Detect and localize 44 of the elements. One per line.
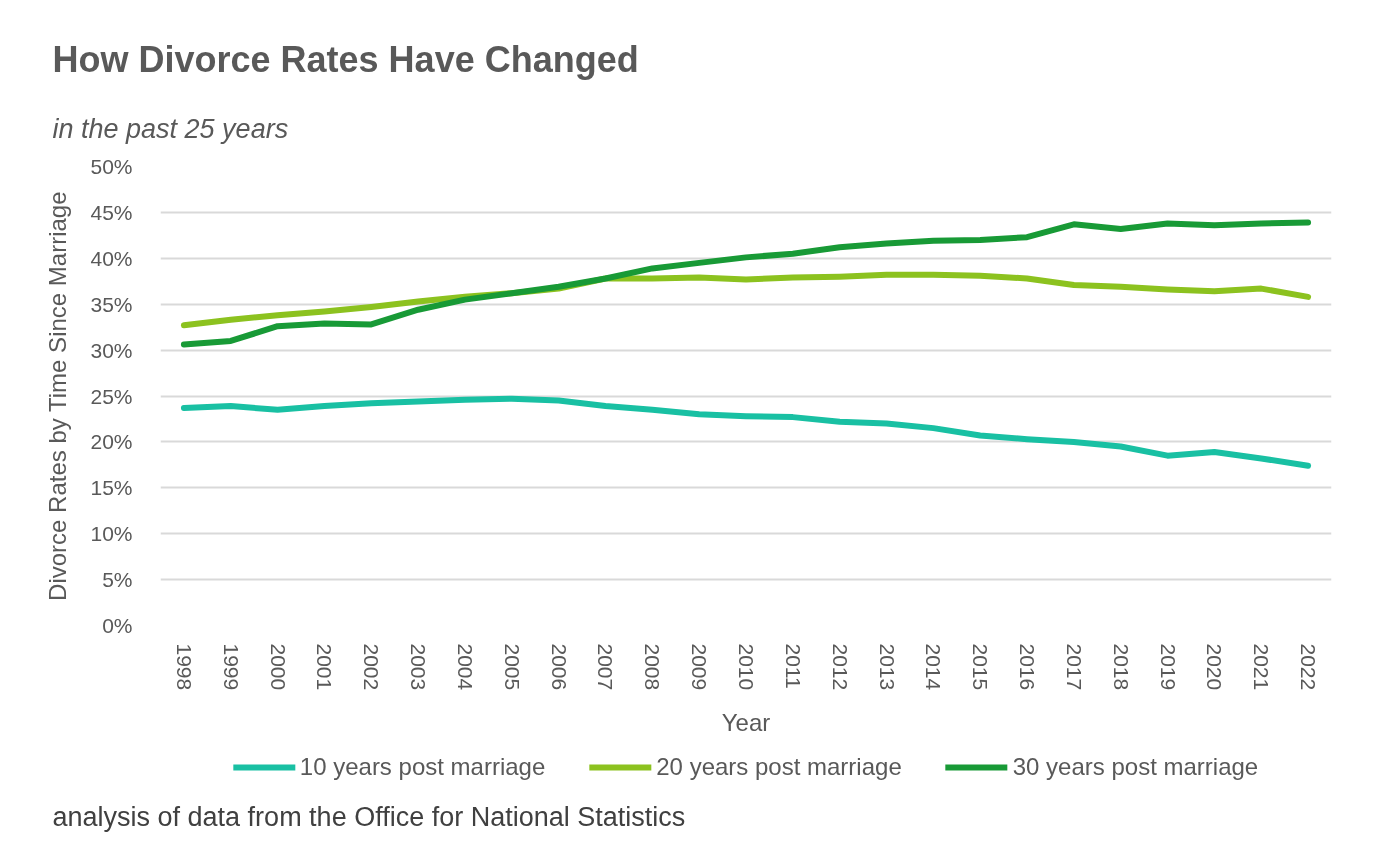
x-tick-label: 2004 (453, 643, 477, 691)
legend-label: 30 years post marriage (1012, 753, 1259, 781)
y-axis-title: Divorce Rates by Time Since Marriage (44, 191, 72, 601)
chart-subtitle: in the past 25 years (52, 113, 289, 144)
x-tick-label: 2020 (1203, 643, 1227, 691)
x-tick-label: 2009 (688, 643, 712, 691)
x-tick-label: 2018 (1109, 643, 1133, 691)
y-tick-label: 20% (90, 430, 133, 454)
x-tick-label: 2006 (547, 643, 571, 691)
y-tick-label: 10% (90, 522, 133, 546)
x-tick-label: 2017 (1062, 643, 1086, 691)
y-tick-label: 0% (102, 614, 133, 637)
x-tick-label: 2016 (1016, 643, 1040, 691)
y-tick-label: 40% (90, 246, 133, 270)
legend-label: 20 years post marriage (656, 753, 902, 781)
x-tick-label: 1999 (219, 643, 243, 691)
x-tick-label: 2012 (828, 643, 852, 691)
x-tick-label: 2003 (407, 643, 431, 691)
x-tick-label: 1998 (172, 643, 196, 691)
x-tick-label: 2010 (735, 643, 758, 691)
chart-title: How Divorce Rates Have Changed (52, 38, 639, 80)
x-tick-label: 2019 (1156, 643, 1180, 691)
y-tick-label: 35% (90, 292, 133, 316)
x-tick-label: 2011 (781, 643, 805, 689)
x-tick-label: 2007 (594, 643, 618, 691)
x-axis-title: Year (721, 709, 771, 737)
x-tick-label: 2015 (969, 643, 993, 691)
x-tick-label: 2013 (875, 643, 899, 691)
x-tick-label: 2002 (360, 643, 384, 691)
x-tick-label: 2022 (1297, 643, 1321, 691)
y-tick-label: 30% (90, 338, 133, 362)
y-tick-label: 5% (102, 568, 133, 592)
x-tick-label: 2008 (641, 643, 665, 691)
y-tick-label: 50% (90, 155, 133, 178)
x-tick-label: 2001 (313, 643, 337, 691)
x-tick-label: 2000 (266, 643, 290, 691)
x-tick-label: 2005 (500, 643, 524, 691)
y-tick-label: 45% (90, 200, 133, 224)
x-tick-label: 2014 (922, 643, 946, 691)
legend-label: 10 years post marriage (299, 753, 546, 781)
x-tick-label: 2021 (1250, 643, 1274, 691)
y-tick-label: 25% (90, 384, 133, 408)
text: analysis of data from the Office for National Statistics (52, 801, 686, 832)
y-tick-label: 15% (90, 476, 133, 500)
